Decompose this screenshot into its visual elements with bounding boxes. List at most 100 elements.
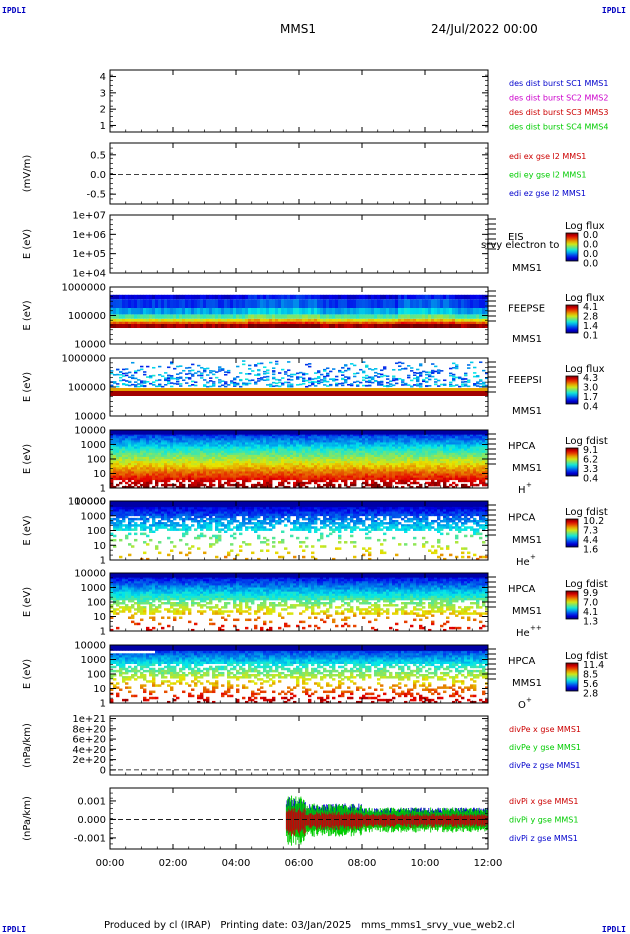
y-tick-label: 1 [100, 699, 106, 710]
species-charge: + [526, 481, 532, 489]
y-tick-label: 0.5 [90, 150, 106, 161]
y-tick-label: 1 [100, 484, 106, 495]
y-tick-label: 100 [87, 526, 106, 537]
y-tick-label: 10000 [74, 641, 106, 652]
x-tick-label: 04:00 [222, 858, 251, 869]
corner-label-bottom-left: IPDLI [2, 925, 27, 934]
colorbar-tick-label: 4.1 [583, 302, 598, 313]
legend-entry: divPi z gse MMS1 [509, 834, 578, 843]
y-tick-label: 2e+20 [72, 755, 106, 766]
y-tick-label: 10000 [74, 412, 106, 423]
y-tick-label: 1e+07 [72, 211, 106, 222]
y-tick-label: 100000 [68, 497, 106, 508]
colorbar-tick-label: 1.6 [583, 545, 598, 556]
colorbar-tick-label: 6.2 [583, 455, 598, 466]
y-axis-label: E (eV) [22, 444, 33, 474]
panel-frame-des_dist [109, 69, 489, 133]
colorbar-tick-label: 9.9 [583, 588, 598, 599]
panel-divpi: 0.001 0.000 -0.001 (nPa/km) divPi x gse MMS1… [22, 787, 578, 850]
instrument-label: EIS [508, 232, 524, 243]
y-tick-label: 3 [100, 88, 106, 99]
legend-entry: edi ez gse l2 MMS1 [509, 189, 586, 198]
y-tick-label: 4 [100, 72, 106, 83]
y-tick-label: 0.001 [77, 796, 106, 807]
spacecraft-label: MMS1 [512, 535, 542, 546]
y-tick-label: 10000 [74, 340, 106, 351]
corner-label-top-left: IPDLI [2, 6, 27, 15]
plot-title: MMS1 [280, 22, 316, 36]
colorbar [565, 375, 579, 405]
panel-frame-feeps_i [109, 357, 489, 417]
spectrogram-hpca_he [110, 501, 489, 561]
overlay-text: srvy electron to [481, 240, 559, 251]
colorbar [565, 232, 579, 262]
y-axis-label: E (eV) [22, 300, 33, 330]
species-label: He [516, 557, 530, 568]
panel-feeps_e: 1000000 100000 10000 E (eV) FEEPSE MMS1 Log fl… [22, 283, 605, 351]
y-tick-label: 10 [93, 612, 106, 623]
corner-label-bottom-right: IPDLI [601, 925, 626, 934]
y-tick-label: 100 [87, 598, 106, 609]
colorbar-tick-label: 4.4 [583, 535, 598, 546]
species-label: He [516, 628, 530, 639]
y-tick-label: 1e+06 [72, 230, 106, 241]
legend-entry: divPi x gse MMS1 [509, 797, 578, 806]
y-tick-label: 1000000 [61, 354, 106, 365]
colorbar-tick-label: 1.3 [583, 617, 598, 628]
colorbar-tick-label: 0.0 [583, 240, 598, 251]
panel-frame-eis [109, 214, 489, 274]
y-tick-label: -0.001 [74, 833, 106, 844]
spectrogram-hpca_hepp [110, 573, 489, 632]
panel-hpca_o: 10000 1000 100 10 1 E (eV) HPCA MMS1 O + Log fdist… [22, 641, 608, 712]
colorbar-tick-label: 7.3 [583, 526, 598, 537]
y-axis-label: (nPa/km) [22, 796, 33, 841]
panel-feeps_i: 1000000 100000 10000 E (eV) FEEPSI MMS1 Log fl… [22, 354, 605, 423]
colorbar [565, 447, 579, 477]
panel-edi: 0.5 0.0 -0.5 (mV/m) edi ex gse l2 MMS1 edi ey… [22, 142, 587, 205]
colorbar-tick-label: 1.4 [583, 321, 598, 332]
colorbar-tick-label: 10.2 [583, 516, 604, 527]
panel-hpca_hepp: 10000 1000 100 10 1 E (eV) HPCA MMS1 He ++ Log fdi… [22, 569, 608, 640]
colorbar-tick-label: 0.0 [583, 230, 598, 241]
y-tick-label: 1000000 [61, 283, 106, 294]
spacecraft-label: MMS1 [512, 406, 542, 417]
y-axis-label: (mV/m) [22, 155, 33, 193]
colorbar [565, 662, 579, 692]
y-tick-label: 1 [100, 556, 106, 567]
colorbar-tick-label: 4.1 [583, 607, 598, 618]
y-tick-label: 10 [93, 684, 106, 695]
colorbar-title: Log fdist [565, 579, 608, 590]
x-tick-label: 00:00 [96, 858, 125, 869]
y-tick-label: 1e+04 [72, 269, 106, 280]
colorbar-tick-label: 0.0 [583, 259, 598, 270]
spacecraft-label: MMS1 [512, 463, 542, 474]
x-tick-label: 02:00 [159, 858, 188, 869]
instrument-label: HPCA [508, 584, 536, 595]
y-axis-label: (nPa/km) [22, 723, 33, 768]
spacecraft-label: MMS1 [512, 334, 542, 345]
spectrogram-hpca_o [110, 645, 489, 704]
y-axis-label: E (eV) [22, 587, 33, 617]
colorbar-tick-label: 0.1 [583, 331, 598, 342]
colorbar [565, 304, 579, 334]
series-lines-divpi [285, 795, 489, 846]
colorbar-tick-label: 1.7 [583, 392, 598, 403]
instrument-label: HPCA [508, 441, 536, 452]
instrument-label: HPCA [508, 656, 536, 667]
y-tick-label: 6e+20 [72, 735, 106, 746]
y-tick-label: 10000 [74, 426, 106, 437]
y-tick-label: 4e+20 [72, 745, 106, 756]
species-label: O [518, 700, 526, 711]
colorbar-tick-label: 0.4 [583, 402, 598, 413]
instrument-label: FEEPSI [508, 375, 542, 386]
panel-frame-divpe [109, 715, 489, 776]
y-tick-label: 1000 [81, 583, 106, 594]
colorbar-title: Log flux [565, 364, 605, 375]
y-axis-label: E (eV) [22, 515, 33, 545]
colorbar [565, 518, 579, 548]
colorbar-tick-label: 9.1 [583, 445, 598, 456]
species-charge: + [530, 553, 536, 561]
panel-eis: 1e+07 1e+06 1e+05 1e+04 E (eV) EIS MMS1 srvy el… [22, 211, 605, 280]
